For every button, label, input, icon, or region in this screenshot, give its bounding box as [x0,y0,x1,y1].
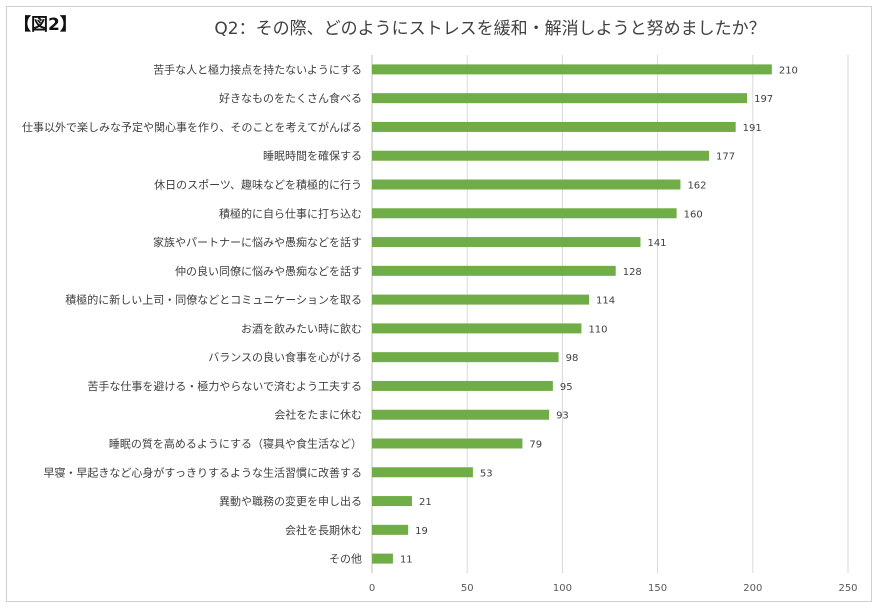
category-label: お酒を飲みたい時に飲む [241,321,362,335]
value-label: 19 [415,526,428,537]
bar [372,352,559,363]
bar [372,93,748,104]
category-label: 仲の良い同僚に悩みや愚痴などを話す [175,264,362,278]
value-label: 21 [419,497,432,508]
bar [372,323,582,334]
category-label: 睡眠時間を確保する [263,149,362,163]
category-label: 好きなものをたくさん食べる [219,91,362,105]
value-label: 95 [560,382,573,393]
value-label: 11 [400,555,413,566]
figure-label: 【図2】 [14,15,77,35]
bar [372,438,523,449]
value-label: 53 [480,468,493,479]
bar [372,524,409,535]
category-label: 家族やパートナーに悩みや愚痴などを話す [153,235,362,249]
bar [372,64,772,75]
category-label: バランスの良い食事を心がける [208,350,362,364]
category-label: 異動や職務の変更を申し出る [219,494,362,508]
value-label: 110 [588,324,607,335]
value-label: 98 [566,353,579,364]
value-label: 79 [529,440,542,451]
x-tick-label: 200 [743,583,762,594]
category-label: 苦手な人と極力接点を持たないようにする [153,62,362,76]
value-label: 128 [623,267,642,278]
x-tick-label: 50 [461,583,474,594]
bar [372,265,616,276]
bar [372,294,590,305]
bar [372,496,412,507]
x-tick-label: 150 [648,583,667,594]
category-label: 早寝・早起きなど心身がすっきりするような生活習慣に改善する [43,465,362,479]
x-tick-label: 0 [369,583,375,594]
category-label: 睡眠の質を高めるようにする（寝具や食生活など） [109,437,362,451]
category-label: 積極的に新しい上司・同僚などとコミュニケーションを取る [65,293,362,307]
bar [372,121,736,132]
value-label: 210 [779,65,798,76]
chart-title: Q2：その際、どのようにストレスを緩和・解消しようと努めましたか？ [214,19,766,39]
bar [372,179,681,190]
value-label: 114 [596,296,615,307]
bar [372,237,641,248]
bar [372,380,553,391]
value-label: 93 [556,411,569,422]
value-label: 141 [647,238,666,249]
bar [372,467,473,478]
value-label: 160 [684,209,703,220]
value-label: 162 [687,181,706,192]
category-label: 積極的に自ら仕事に打ち込む [219,206,362,220]
bar [372,409,550,420]
bar [372,553,393,564]
x-tick-label: 250 [838,583,857,594]
category-label: 会社をたまに休む [274,408,362,422]
category-label: 苦手な仕事を避ける・極力やらないで済むよう工夫する [87,379,362,393]
category-label: 会社を長期休む [285,523,362,537]
category-label: 休日のスポーツ、趣味などを積極的に行う [154,178,362,192]
category-label: 仕事以外で楽しみな予定や関心事を作り、そのことを考えてがんばる [22,120,362,134]
bar [372,208,677,219]
category-label: その他 [329,553,362,566]
value-label: 191 [743,123,762,134]
x-tick-label: 100 [553,583,572,594]
value-label: 197 [754,94,773,105]
bar [372,150,710,161]
value-label: 177 [716,152,735,163]
